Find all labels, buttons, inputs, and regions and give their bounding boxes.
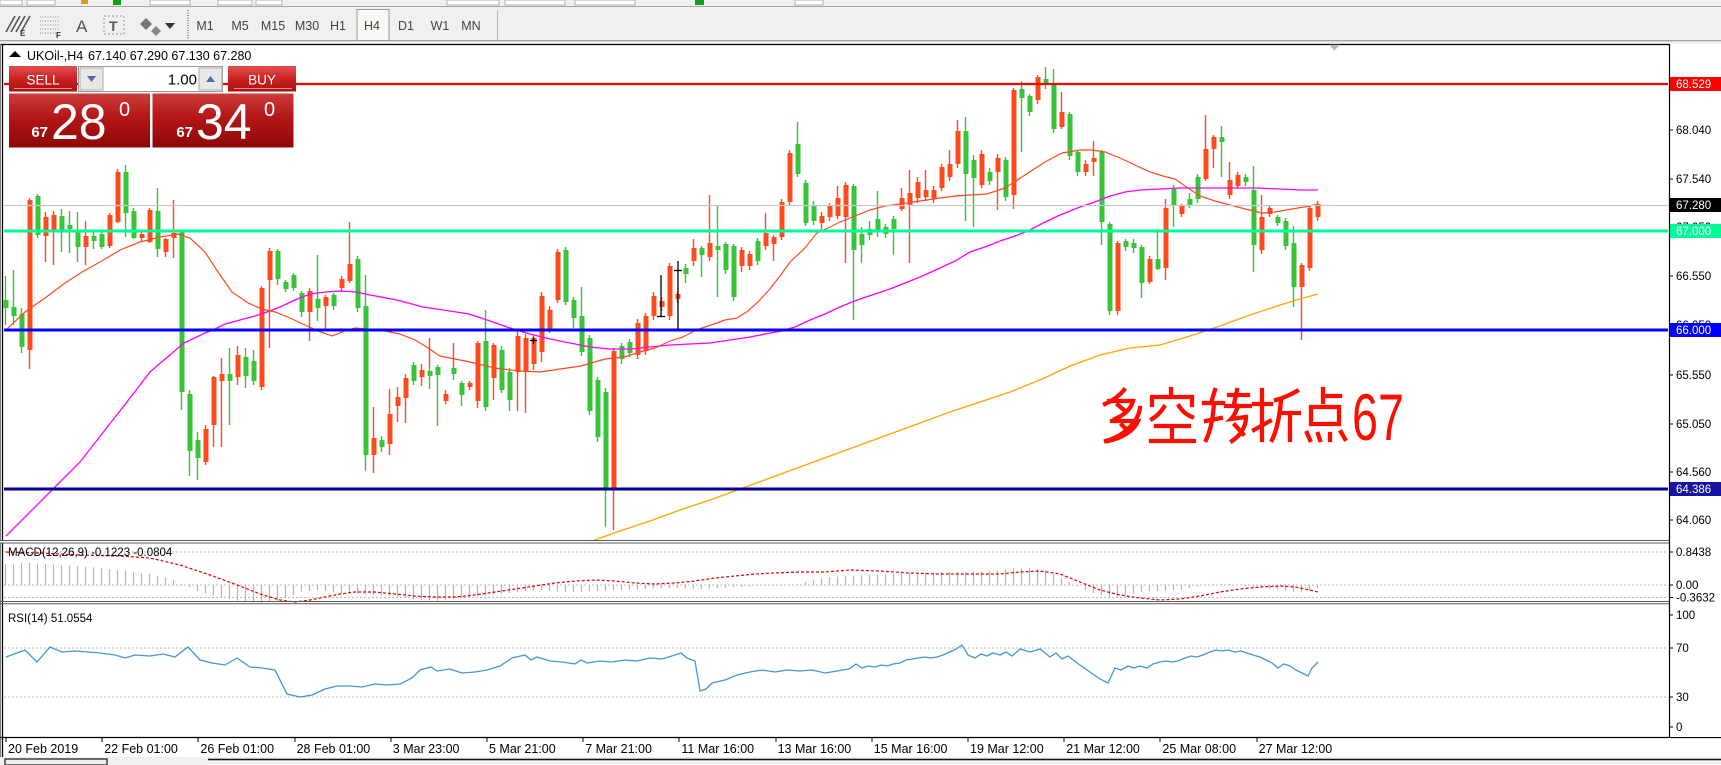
svg-text:21 Mar 12:00: 21 Mar 12:00 xyxy=(1066,742,1140,756)
svg-text:13 Mar 16:00: 13 Mar 16:00 xyxy=(778,742,852,756)
svg-text:68.040: 68.040 xyxy=(1676,125,1711,137)
svg-text:27 Mar 12:00: 27 Mar 12:00 xyxy=(1259,742,1333,756)
svg-text:MN: MN xyxy=(461,19,480,33)
svg-text:64.560: 64.560 xyxy=(1676,467,1711,479)
svg-text:67.140 67.290 67.130 67.280: 67.140 67.290 67.130 67.280 xyxy=(88,49,251,63)
svg-text:64.386: 64.386 xyxy=(1676,484,1711,496)
svg-text:M30: M30 xyxy=(295,19,319,33)
svg-text:E: E xyxy=(20,29,26,38)
svg-text:T: T xyxy=(109,18,118,34)
svg-text:28: 28 xyxy=(51,94,107,150)
svg-text:65.550: 65.550 xyxy=(1676,370,1711,382)
svg-text:W1: W1 xyxy=(431,19,450,33)
svg-text:M5: M5 xyxy=(231,19,248,33)
svg-text:68.529: 68.529 xyxy=(1676,79,1711,91)
svg-text:66.000: 66.000 xyxy=(1676,325,1711,337)
svg-text:67.000: 67.000 xyxy=(1676,226,1711,238)
svg-text:1.00: 1.00 xyxy=(168,72,197,89)
svg-text:7 Mar 21:00: 7 Mar 21:00 xyxy=(585,742,652,756)
svg-text:30: 30 xyxy=(1676,692,1689,704)
svg-text:H4: H4 xyxy=(364,19,380,33)
svg-text:11 Mar 16:00: 11 Mar 16:00 xyxy=(681,742,754,756)
svg-text:26 Feb 01:00: 26 Feb 01:00 xyxy=(200,742,274,756)
svg-text:67.540: 67.540 xyxy=(1676,174,1711,186)
svg-text:M1: M1 xyxy=(196,19,213,33)
svg-text:BUY: BUY xyxy=(248,73,276,88)
svg-text:D1: D1 xyxy=(398,19,414,33)
svg-text:66.550: 66.550 xyxy=(1676,271,1711,283)
svg-text:F: F xyxy=(56,31,61,40)
svg-text:M15: M15 xyxy=(261,19,285,33)
svg-text:0: 0 xyxy=(119,99,130,121)
svg-text:A: A xyxy=(76,17,88,36)
svg-text:RSI(14) 51.0554: RSI(14) 51.0554 xyxy=(8,613,93,625)
svg-text:25 Mar 08:00: 25 Mar 08:00 xyxy=(1162,742,1236,756)
svg-text:0: 0 xyxy=(264,99,275,121)
svg-text:34: 34 xyxy=(196,94,252,150)
svg-text:67.280: 67.280 xyxy=(1676,200,1711,212)
svg-text:SELL: SELL xyxy=(26,73,60,88)
svg-text:20 Feb 2019: 20 Feb 2019 xyxy=(8,742,78,756)
svg-text:67: 67 xyxy=(31,124,48,141)
svg-text:19 Mar 12:00: 19 Mar 12:00 xyxy=(970,742,1044,756)
svg-text:67: 67 xyxy=(176,124,193,141)
svg-text:64.060: 64.060 xyxy=(1676,515,1711,527)
svg-text:100: 100 xyxy=(1676,610,1695,622)
svg-text:70: 70 xyxy=(1676,643,1689,655)
svg-text:0: 0 xyxy=(1676,722,1682,734)
svg-text:H1: H1 xyxy=(330,19,346,33)
svg-text:5 Mar 21:00: 5 Mar 21:00 xyxy=(489,742,556,756)
svg-text:67: 67 xyxy=(1352,380,1404,454)
svg-text:15 Mar 16:00: 15 Mar 16:00 xyxy=(874,742,948,756)
svg-text:28 Feb 01:00: 28 Feb 01:00 xyxy=(297,742,371,756)
svg-text:UKOil-,H4: UKOil-,H4 xyxy=(27,49,83,63)
svg-text:0.8438: 0.8438 xyxy=(1676,547,1711,559)
svg-text:65.050: 65.050 xyxy=(1676,419,1711,431)
svg-text:22 Feb 01:00: 22 Feb 01:00 xyxy=(104,742,178,756)
svg-text:0.00: 0.00 xyxy=(1676,580,1698,592)
svg-text:-0.3632: -0.3632 xyxy=(1676,593,1715,605)
svg-text:MACD(12,26,9) -0.1223 -0.0804: MACD(12,26,9) -0.1223 -0.0804 xyxy=(8,547,173,559)
svg-text:3 Mar 23:00: 3 Mar 23:00 xyxy=(393,742,460,756)
